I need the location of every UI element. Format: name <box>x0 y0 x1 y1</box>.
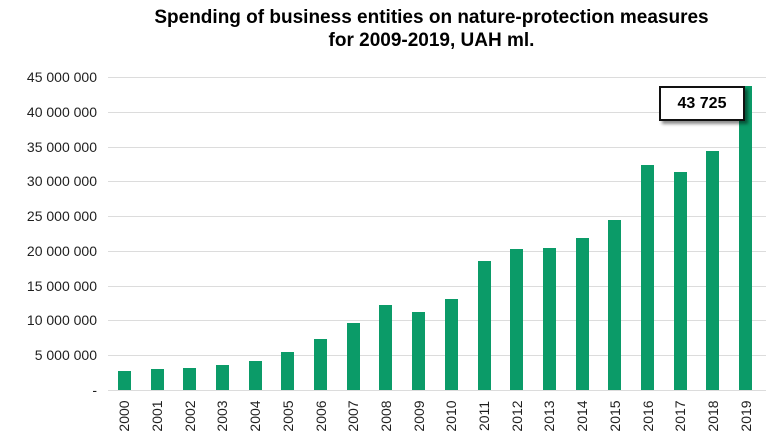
y-tick-label: 10 000 000 <box>26 312 97 329</box>
y-tick-label: 25 000 000 <box>26 208 97 225</box>
x-tick-label: 2000 <box>116 400 133 432</box>
y-tick-label: 35 000 000 <box>26 138 97 155</box>
x-tick-label: 2016 <box>639 400 656 432</box>
x-tick-label: 2007 <box>345 400 362 432</box>
bar-2012 <box>510 248 524 390</box>
bar-2014 <box>575 238 589 390</box>
x-tick-label: 2008 <box>377 400 394 432</box>
y-tick-label: - <box>92 382 97 398</box>
bar-2009 <box>412 312 426 390</box>
x-tick-label: 2018 <box>704 400 721 432</box>
plot-area <box>108 77 766 391</box>
x-tick-label: 2011 <box>476 400 493 432</box>
x-tick-label: 2003 <box>214 400 231 432</box>
y-tick-label: 20 000 000 <box>26 242 97 259</box>
bar-2001 <box>150 369 164 390</box>
y-tick-label: 30 000 000 <box>26 173 97 190</box>
x-tick-label: 2001 <box>149 400 166 432</box>
x-axis-baseline <box>108 390 766 391</box>
data-label-callout: 43 725 <box>659 86 745 121</box>
x-tick-label: 2010 <box>443 400 460 432</box>
gridline <box>108 216 766 218</box>
bar-2019 <box>739 85 753 390</box>
bar-2010 <box>444 298 458 390</box>
gridline <box>108 146 766 148</box>
bar-2016 <box>641 165 655 390</box>
x-tick-label: 2005 <box>279 400 296 432</box>
y-tick-label: 5 000 000 <box>34 347 97 364</box>
bar-2006 <box>314 338 328 390</box>
data-label-value: 43 725 <box>677 94 727 112</box>
x-tick-label: 2014 <box>574 400 591 432</box>
bar-2004 <box>248 360 262 390</box>
bar-2007 <box>346 323 360 390</box>
x-tick-label: 2015 <box>606 400 623 432</box>
gridline <box>108 111 766 113</box>
gridline <box>108 181 766 183</box>
bar-2018 <box>706 150 720 390</box>
y-tick-label: 45 000 000 <box>26 69 97 85</box>
bar-2013 <box>542 248 556 390</box>
chart-title-line1: Spending of business entities on nature-… <box>154 7 709 28</box>
x-tick-label: 2009 <box>410 400 427 432</box>
bar-2002 <box>183 368 197 390</box>
bar-2000 <box>117 371 131 390</box>
x-tick-label: 2017 <box>672 400 689 432</box>
chart-title-line2: for 2009-2019, UAH ml. <box>328 30 535 51</box>
bar-2008 <box>379 304 393 390</box>
y-tick-label: 40 000 000 <box>26 103 97 120</box>
x-tick-label: 2019 <box>737 400 754 432</box>
bar-2003 <box>215 365 229 390</box>
y-axis-labels: - 5 000 000 10 000 000 15 000 000 20 000 000… <box>0 69 97 398</box>
x-axis-labels: 2000 2001 2002 2003 2004 2005 2006 2007 2008 2009… <box>108 394 762 446</box>
gridline <box>108 77 766 78</box>
x-tick-label: 2004 <box>247 400 264 432</box>
y-tick-label: 15 000 000 <box>26 277 97 294</box>
gridline <box>108 250 766 252</box>
bar-2005 <box>281 352 295 390</box>
x-tick-label: 2012 <box>508 400 525 432</box>
bar-2017 <box>673 171 687 390</box>
x-tick-label: 2006 <box>312 400 329 432</box>
x-tick-label: 2013 <box>541 400 558 432</box>
x-tick-label: 2002 <box>181 400 198 432</box>
bar-2011 <box>477 260 491 390</box>
gridline <box>108 320 766 322</box>
gridline <box>108 355 766 357</box>
bar-2015 <box>608 219 622 390</box>
chart-title: Spending of business entities on nature-… <box>95 6 768 52</box>
gridline <box>108 285 766 287</box>
